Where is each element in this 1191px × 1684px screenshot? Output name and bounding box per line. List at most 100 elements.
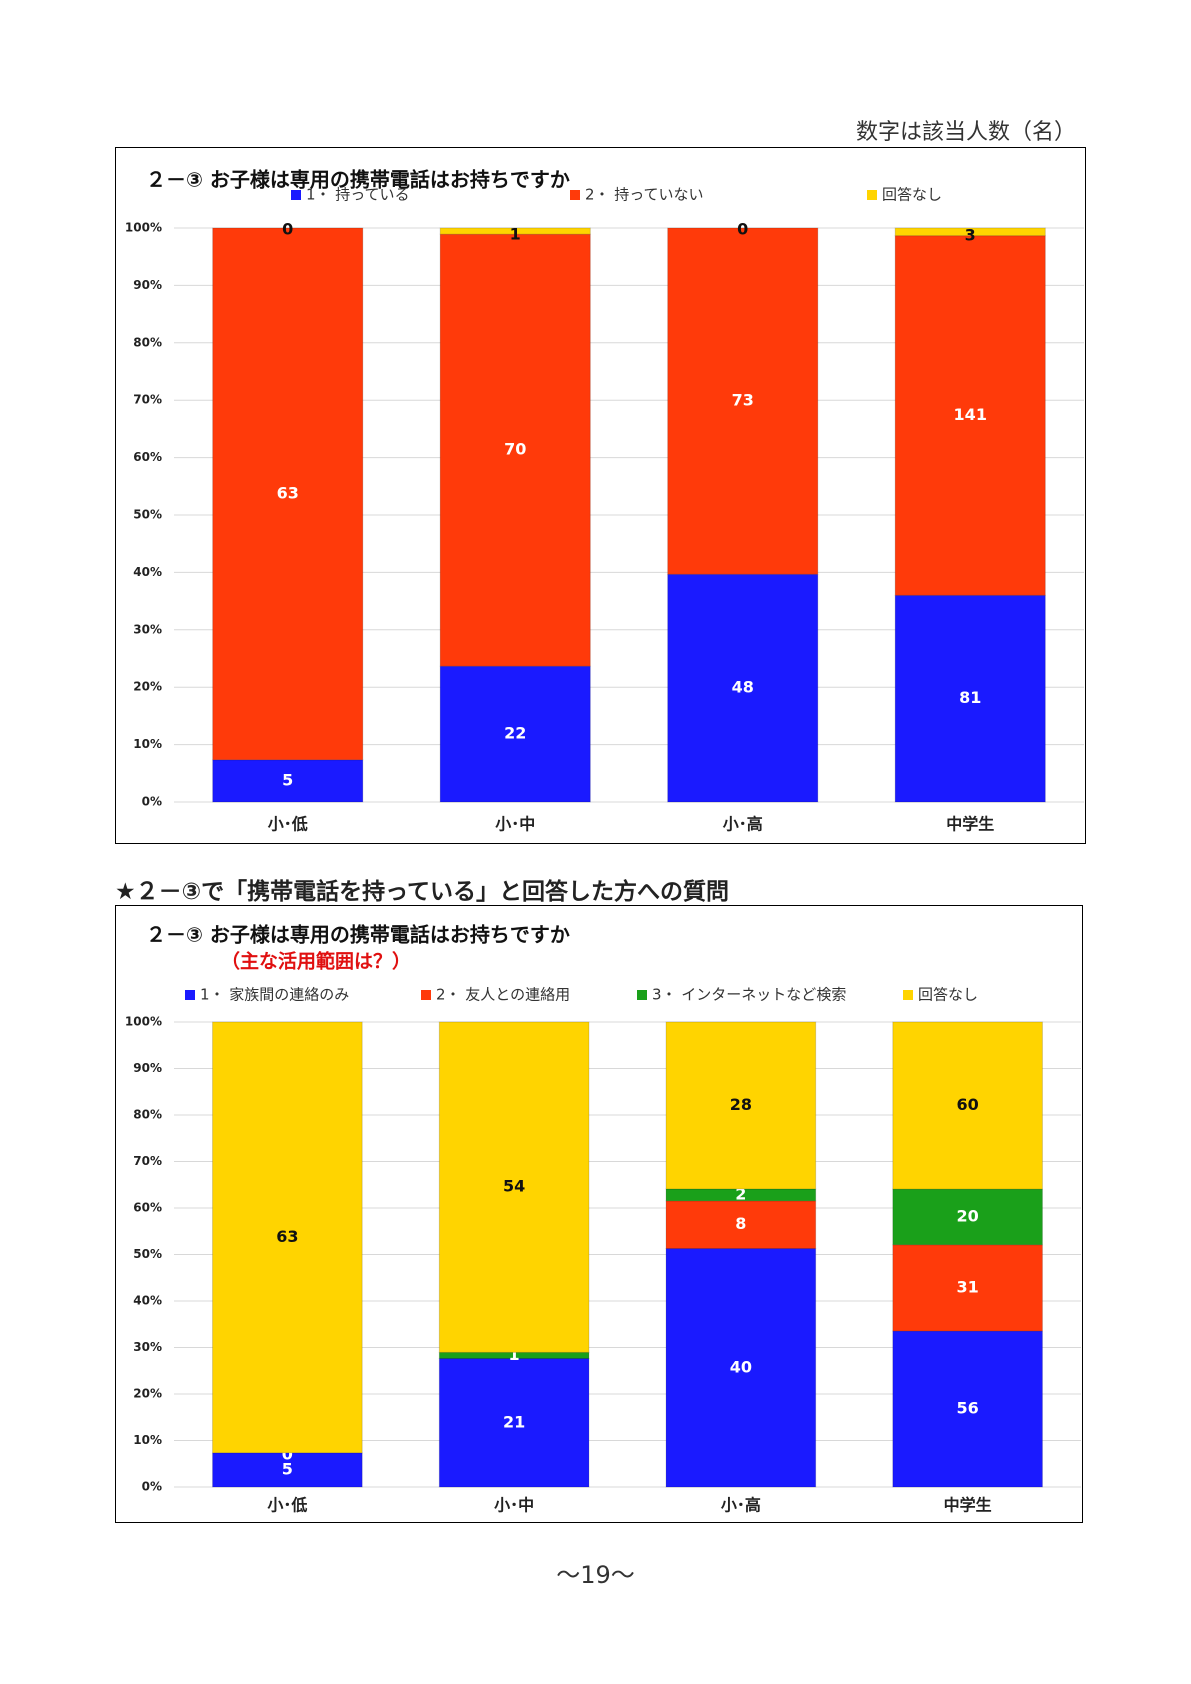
legend-swatch xyxy=(867,190,877,200)
y-tick-label: 30% xyxy=(133,622,162,636)
y-tick-label: 90% xyxy=(133,1061,162,1075)
data-label: 1 xyxy=(509,1345,520,1364)
x-tick-label: 小･高 xyxy=(723,815,763,834)
x-tick-label: 中学生 xyxy=(946,815,994,834)
data-label: 31 xyxy=(956,1277,978,1296)
data-label: 22 xyxy=(504,724,526,743)
x-tick-label: 小･低 xyxy=(267,1496,307,1515)
data-label: 2 xyxy=(735,1184,746,1203)
data-label: 141 xyxy=(954,405,987,424)
y-tick-label: 20% xyxy=(133,1387,162,1401)
data-label: 60 xyxy=(956,1095,978,1114)
data-label: 8 xyxy=(735,1214,746,1233)
y-tick-label: 40% xyxy=(133,565,162,579)
chart-title: ２－③ お子様は専用の携帯電話はお持ちですか xyxy=(146,923,570,947)
data-label: 1 xyxy=(510,225,521,244)
y-tick-label: 20% xyxy=(133,680,162,694)
x-tick-label: 中学生 xyxy=(944,1496,992,1515)
bar-segment xyxy=(212,1452,363,1488)
bar-segment xyxy=(665,1248,817,1488)
x-tick-label: 小･中 xyxy=(495,815,535,834)
data-label: 63 xyxy=(277,483,299,502)
y-tick-label: 90% xyxy=(133,278,162,292)
data-label: 81 xyxy=(959,688,981,707)
data-label: 21 xyxy=(503,1412,525,1431)
x-tick-label: 小･高 xyxy=(721,1496,761,1515)
legend-swatch xyxy=(637,990,647,1000)
data-label: 28 xyxy=(730,1095,752,1114)
legend-label: 1・ 持っている xyxy=(306,186,410,204)
bar-segment xyxy=(438,1021,590,1353)
bar-segment xyxy=(438,1358,590,1488)
y-tick-label: 70% xyxy=(133,393,162,407)
bar-segment xyxy=(212,759,364,803)
legend-swatch xyxy=(903,990,913,1000)
bar-segment xyxy=(212,227,364,761)
legend-label: 回答なし xyxy=(918,986,978,1004)
data-label: 20 xyxy=(956,1206,978,1225)
y-tick-label: 50% xyxy=(133,508,162,522)
legend-label: 2・ 友人との連絡用 xyxy=(436,986,570,1004)
y-tick-label: 60% xyxy=(133,450,162,464)
y-tick-label: 80% xyxy=(133,1108,162,1122)
bar-segment xyxy=(892,1244,1043,1332)
data-label: 48 xyxy=(732,678,754,697)
bar-segment xyxy=(439,233,591,667)
y-tick-label: 40% xyxy=(133,1294,162,1308)
data-label: 3 xyxy=(965,225,976,244)
bar-segment xyxy=(212,1021,363,1454)
data-label: 0 xyxy=(282,1444,293,1463)
y-tick-label: 100% xyxy=(125,1015,162,1029)
data-label: 5 xyxy=(282,770,293,789)
legend-swatch xyxy=(421,990,431,1000)
bar-segment xyxy=(892,1188,1043,1246)
bar-segment xyxy=(667,573,819,803)
bar-segment xyxy=(665,1200,817,1250)
data-label: 70 xyxy=(504,440,526,459)
y-tick-label: 80% xyxy=(133,335,162,349)
chart-title: ２－③ お子様は専用の携帯電話はお持ちですか xyxy=(146,168,570,192)
y-tick-label: 60% xyxy=(133,1201,162,1215)
y-tick-label: 0% xyxy=(142,795,162,809)
data-label: 73 xyxy=(732,391,754,410)
legend-label: 1・ 家族間の連絡のみ xyxy=(200,986,349,1004)
data-label: 40 xyxy=(730,1357,752,1376)
y-tick-label: 10% xyxy=(133,1433,162,1447)
data-label: 56 xyxy=(956,1399,978,1418)
bar-segment xyxy=(667,227,819,575)
bar-segment xyxy=(892,1330,1043,1488)
bar-segment xyxy=(894,235,1046,596)
data-label: 63 xyxy=(276,1227,298,1246)
legend-swatch xyxy=(185,990,195,1000)
legend-label: 2・ 持っていない xyxy=(585,186,704,204)
data-label: 5 xyxy=(282,1459,293,1478)
y-tick-label: 50% xyxy=(133,1247,162,1261)
chart: ２－③ お子様は専用の携帯電話はお持ちですか （主な活用範囲は？） 1・ 家族間の連… xyxy=(115,905,1083,1523)
data-label: 0 xyxy=(282,220,293,239)
header-note: 数字は該当人数（名） xyxy=(855,120,1076,145)
bar-segment xyxy=(894,594,1046,803)
bar-segment xyxy=(439,227,591,235)
data-label: 0 xyxy=(737,220,748,239)
bar-segment xyxy=(439,665,591,803)
bar-segment xyxy=(665,1021,817,1190)
y-tick-label: 70% xyxy=(133,1154,162,1168)
bar-segment xyxy=(892,1021,1043,1190)
section-heading: ★２－③で「携帯電話を持っている」と回答した方への質問 xyxy=(115,879,729,905)
page-number: 〜19〜 xyxy=(556,1561,635,1589)
x-tick-label: 小･中 xyxy=(494,1496,534,1515)
legend-swatch xyxy=(291,190,301,200)
chart-subtitle: （主な活用範囲は？） xyxy=(221,950,411,973)
y-tick-label: 0% xyxy=(142,1480,162,1494)
legend-label: 回答なし xyxy=(882,186,942,204)
legend-label: 3・ インターネットなど検索 xyxy=(652,986,846,1004)
bar-segment xyxy=(894,227,1046,237)
y-tick-label: 100% xyxy=(125,221,162,235)
y-tick-label: 30% xyxy=(133,1340,162,1354)
y-tick-label: 10% xyxy=(133,737,162,751)
data-label: 54 xyxy=(503,1177,525,1196)
x-tick-label: 小･低 xyxy=(268,815,308,834)
legend-swatch xyxy=(570,190,580,200)
